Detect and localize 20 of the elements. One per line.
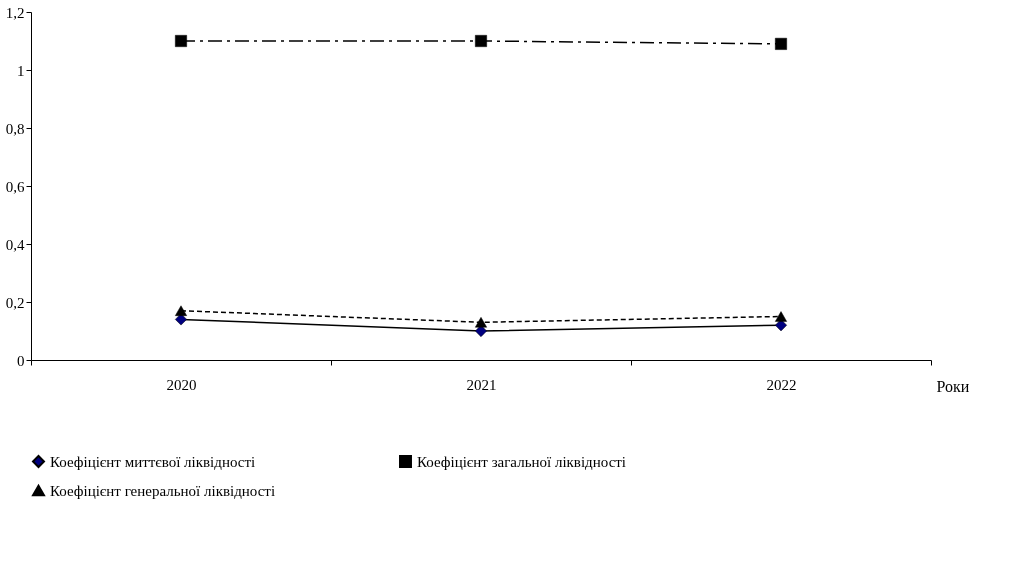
point xyxy=(775,311,787,322)
point xyxy=(775,37,787,50)
y-tick-label: 1 xyxy=(17,62,25,79)
y-tick-label: 0,8 xyxy=(5,120,25,137)
y-tick-label: 0,2 xyxy=(5,294,25,311)
x-tick-label: 2022 xyxy=(766,376,797,393)
point xyxy=(475,317,487,328)
y-tick-label: 0,6 xyxy=(5,178,25,195)
x-axis-title: Роки xyxy=(936,377,970,395)
y-tick-label: 1,2 xyxy=(5,4,25,21)
x-tick-label: 2020 xyxy=(166,376,197,393)
point xyxy=(475,35,487,47)
point xyxy=(175,305,187,316)
x-tick-label: 2021 xyxy=(466,376,497,393)
legend-label: Коефіцієнт генеральної ліквідності xyxy=(50,482,276,499)
y-tick-label: 0,4 xyxy=(5,236,25,253)
legend-label: Коефіцієнт миттєвої ліквідності xyxy=(50,453,256,470)
point xyxy=(175,35,187,47)
legend-label: Коефіцієнт загальної ліквідності xyxy=(417,453,627,470)
y-tick-label: 0 xyxy=(17,352,25,369)
